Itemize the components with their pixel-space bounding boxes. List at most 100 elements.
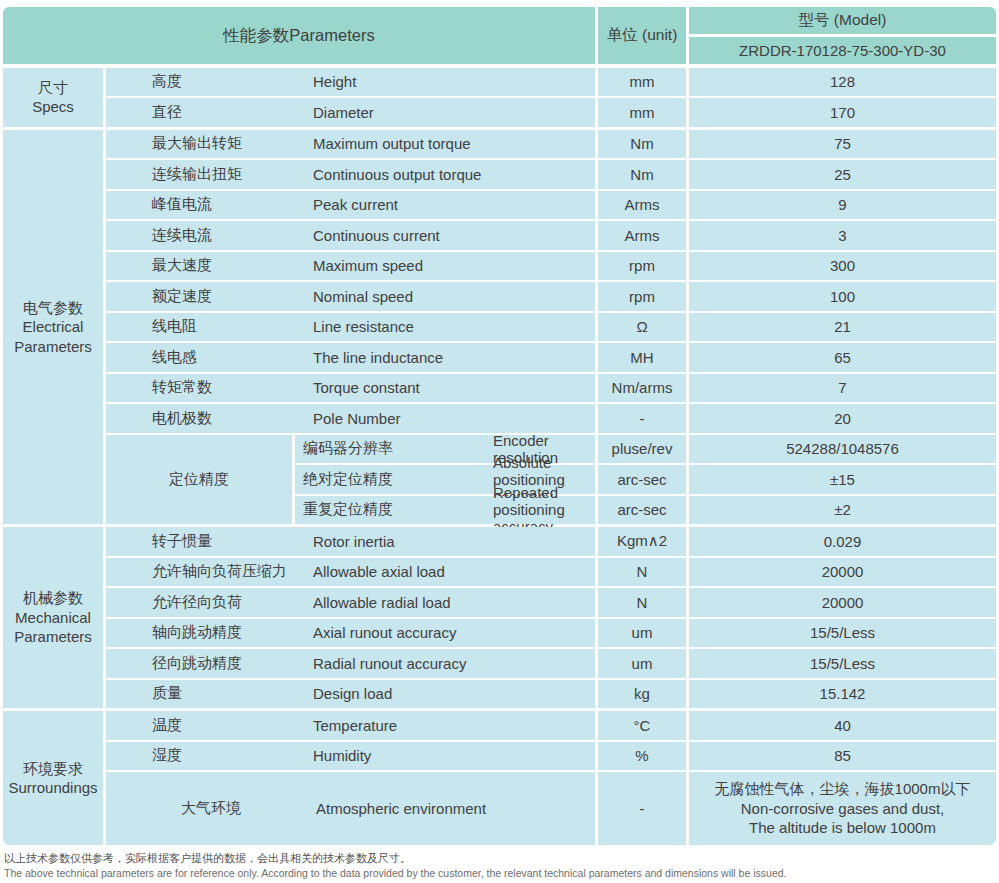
table-row: 额定速度Nominal speedrpm100 <box>106 282 996 311</box>
unit-cell: Arms <box>598 191 686 220</box>
parameter-cell: 直径Diameter <box>106 98 595 127</box>
parameter-name-zh: 温度 <box>152 716 313 735</box>
value-line: The altitude is below 1000m <box>749 818 936 838</box>
table-header: 性能参数Parameters 单位 (unit) 型号 (Model) ZRDD… <box>3 7 996 64</box>
parameter-cell: 径向跳动精度Radial runout accuracy <box>106 649 595 678</box>
unit-cell: arc-sec <box>598 496 686 525</box>
value-cell: 9 <box>689 191 996 220</box>
section-0: 尺寸Specs高度Heightmm128直径Diametermm170 <box>3 68 996 127</box>
unit-cell: N <box>598 588 686 617</box>
parameter-name-zh: 径向跳动精度 <box>152 654 313 673</box>
group-name-zh: 机械参数 <box>23 588 83 608</box>
parameter-name-en: Maximum speed <box>313 257 423 274</box>
table-row: 电机极数Pole Number-20 <box>106 404 996 433</box>
subgroup-cell: 定位精度 <box>106 435 292 525</box>
unit-cell: mm <box>598 98 686 127</box>
group-name-en: Electrical Parameters <box>6 317 100 356</box>
parameter-name-zh: 重复定位精度 <box>303 500 493 519</box>
unit-cell: Ω <box>598 313 686 342</box>
value-cell: 0.029 <box>689 527 996 556</box>
parameter-name-en: Design load <box>313 685 392 702</box>
group-cell: 电气参数Electrical Parameters <box>3 130 103 525</box>
table-row: 绝对定位精度Absolute positioning accuracyarc-s… <box>295 465 996 494</box>
value-cell: 15/5/Less <box>689 649 996 678</box>
unit-cell: MH <box>598 343 686 372</box>
section-rows: 转子惯量Rotor inertiaKgm∧20.029允许轴向负荷压缩力Allo… <box>106 527 996 708</box>
parameter-name-zh: 大气环境 <box>106 799 316 818</box>
group-name-zh: 尺寸 <box>38 78 68 98</box>
parameter-name-en: Torque constant <box>313 379 420 396</box>
parameter-cell: 质量Design load <box>106 680 595 709</box>
unit-cell: - <box>598 772 686 845</box>
section-1: 电气参数Electrical Parameters最大输出转矩Maximum o… <box>3 130 996 525</box>
value-cell: 3 <box>689 221 996 250</box>
value-cell: 15/5/Less <box>689 619 996 648</box>
table-row: 重复定位精度Repeated positioning accuracyarc-s… <box>295 496 996 525</box>
table-row: 连续输出扭矩Continuous output torqueNm25 <box>106 160 996 189</box>
section-3: 环境要求Surroundings温度Temperature°C40湿度Humid… <box>3 711 996 845</box>
parameter-name-en: The line inductance <box>313 349 443 366</box>
unit-cell: Nm <box>598 130 686 159</box>
unit-cell: um <box>598 649 686 678</box>
parameter-cell: 允许轴向负荷压缩力Allowable axial load <box>106 558 595 587</box>
table-row: 编码器分辨率Encoder resolutionpluse/rev524288/… <box>295 435 996 464</box>
parameter-cell: 温度Temperature <box>106 711 595 740</box>
section-rows: 高度Heightmm128直径Diametermm170 <box>106 68 996 127</box>
table-row: 线电感The line inductanceMH65 <box>106 343 996 372</box>
value-cell: 75 <box>689 130 996 159</box>
parameter-name-zh: 编码器分辨率 <box>303 439 493 458</box>
value-cell: 20 <box>689 404 996 433</box>
group-name-en: Specs <box>32 97 74 117</box>
value-cell: 15.142 <box>689 680 996 709</box>
parameter-name-en: Radial runout accuracy <box>313 655 466 672</box>
parameter-name-en: Diameter <box>313 104 374 121</box>
footnotes: 以上技术参数仅供参考，实际根据客户提供的数据，会出具相关的技术参数及尺寸。 Th… <box>4 851 999 881</box>
parameter-cell: 湿度Humidity <box>106 742 595 771</box>
unit-cell: Kgm∧2 <box>598 527 686 556</box>
parameter-cell: 高度Height <box>106 68 595 97</box>
parameter-cell: 最大输出转矩Maximum output torque <box>106 130 595 159</box>
spec-sheet-page: 性能参数Parameters 单位 (unit) 型号 (Model) ZRDD… <box>0 0 999 883</box>
parameter-name-en: Atmospheric environment <box>316 800 486 817</box>
subgroup-rows: 编码器分辨率Encoder resolutionpluse/rev524288/… <box>295 435 996 525</box>
value-cell: 100 <box>689 282 996 311</box>
parameter-name-zh: 最大速度 <box>152 256 313 275</box>
value-cell: ±2 <box>689 496 996 525</box>
parameter-name-zh: 转子惯量 <box>152 532 313 551</box>
table-row: 大气环境Atmospheric environment -无腐蚀性气体，尘埃，海拔… <box>106 772 996 845</box>
parameter-name-zh: 线电阻 <box>152 317 313 336</box>
group-cell: 机械参数Mechanical Parameters <box>3 527 103 708</box>
unit-cell: mm <box>598 68 686 97</box>
group-cell: 尺寸Specs <box>3 68 103 127</box>
parameter-cell: 转子惯量Rotor inertia <box>106 527 595 556</box>
value-cell: ±15 <box>689 465 996 494</box>
table-row: 质量Design loadkg15.142 <box>106 680 996 709</box>
table-row: 高度Heightmm128 <box>106 68 996 97</box>
group-name-zh: 环境要求 <box>23 759 83 779</box>
parameter-name-zh: 允许径向负荷 <box>152 593 313 612</box>
unit-cell: % <box>598 742 686 771</box>
section-2: 机械参数Mechanical Parameters转子惯量Rotor inert… <box>3 527 996 708</box>
unit-cell: Arms <box>598 221 686 250</box>
unit-cell: kg <box>598 680 686 709</box>
group-name-en: Mechanical Parameters <box>6 608 100 647</box>
parameter-cell: 允许径向负荷Allowable radial load <box>106 588 595 617</box>
value-cell: 20000 <box>689 558 996 587</box>
value-cell: 无腐蚀性气体，尘埃，海拔1000m以下Non-corrosive gases a… <box>689 772 996 845</box>
table-row: 湿度Humidity%85 <box>106 742 996 771</box>
parameter-name-zh: 质量 <box>152 684 313 703</box>
value-cell: 21 <box>689 313 996 342</box>
parameter-name-zh: 直径 <box>152 103 313 122</box>
parameter-name-zh: 允许轴向负荷压缩力 <box>152 562 313 581</box>
parameter-cell: 线电阻Line resistance <box>106 313 595 342</box>
parameter-cell: 电机极数Pole Number <box>106 404 595 433</box>
parameter-name-zh: 轴向跳动精度 <box>152 623 313 642</box>
value-cell: 65 <box>689 343 996 372</box>
parameter-name-en: Temperature <box>313 717 397 734</box>
unit-cell: Nm/arms <box>598 374 686 403</box>
unit-cell: um <box>598 619 686 648</box>
unit-cell: °C <box>598 711 686 740</box>
parameter-name-en: Rotor inertia <box>313 533 395 550</box>
group-name-en: Surroundings <box>8 778 97 798</box>
footnote-zh: 以上技术参数仅供参考，实际根据客户提供的数据，会出具相关的技术参数及尺寸。 <box>4 851 999 866</box>
